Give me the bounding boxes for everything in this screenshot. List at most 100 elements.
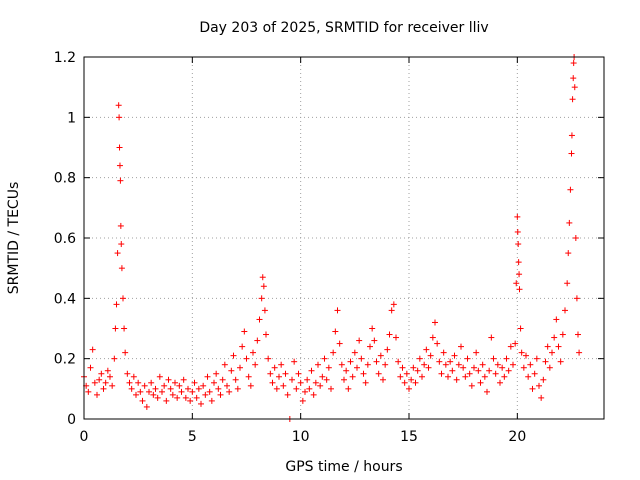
data-point [269,379,276,386]
data-point [133,391,139,398]
data-point [406,385,412,392]
data-point [571,84,578,91]
y-axis-ticks: 0 0.2 0.4 0.6 0.8 1 1.2 [54,50,604,428]
data-point [323,376,330,383]
data-point [230,352,237,359]
data-point [565,250,572,257]
data-point [540,376,547,383]
data-point [85,388,92,395]
data-point [471,364,477,371]
data-point [429,334,436,341]
data-point [414,367,421,374]
data-point [570,60,577,67]
data-point [263,331,269,338]
data-point [421,361,428,368]
data-point [330,349,337,356]
data-point [466,370,473,377]
x-tick-label: 5 [188,429,197,445]
data-point [553,316,560,323]
data-point [408,376,415,383]
data-point [527,361,534,368]
data-point [449,367,456,374]
data-point [215,385,222,392]
data-point [525,373,532,380]
data-point [167,385,174,392]
data-point [464,355,471,362]
data-point [118,265,125,272]
data-point [458,343,464,350]
data-point [334,307,341,314]
data-point [104,367,111,374]
data-point [169,391,176,398]
data-point [468,382,475,389]
data-point [291,358,298,365]
data-point [427,352,434,359]
data-point [295,370,302,377]
data-point [202,391,209,398]
data-point [568,132,575,139]
data-point [213,370,220,377]
y-tick-label: 0.6 [54,231,76,247]
data-point [488,334,495,341]
data-point [273,385,280,392]
data-point [512,340,519,347]
data-point [523,352,529,359]
data-point [112,325,119,332]
data-point [310,391,317,398]
data-point [455,361,462,368]
data-point [267,370,274,377]
data-point [566,219,573,226]
data-point [445,373,451,380]
data-point [221,361,228,368]
data-point [572,235,579,241]
data-point [384,346,391,353]
data-point [567,186,574,193]
data-point [397,373,404,380]
data-point [302,388,308,395]
data-point [499,364,506,371]
data-point [562,307,568,314]
data-point [120,295,126,302]
data-point [505,367,512,374]
data-point [568,150,575,157]
data-point [440,349,447,356]
data-point [211,379,217,386]
data-point [401,379,408,386]
y-tick-label: 1.2 [54,50,76,66]
data-point [576,349,583,356]
data-point [141,382,148,389]
data-point [247,382,254,389]
data-point [538,394,545,401]
data-point [358,355,365,362]
data-point [156,373,163,380]
data-point [278,361,285,368]
data-point [143,403,150,410]
data-point [371,337,378,344]
data-point [360,370,367,377]
data-point [386,331,393,338]
data-point [479,361,486,368]
data-point [282,370,289,377]
data-point [416,355,423,362]
data-point [345,385,352,392]
data-point [328,385,334,392]
data-point [148,379,155,386]
data-point [219,376,226,383]
data-point [536,382,542,389]
data-point [390,301,397,308]
data-point [338,361,345,368]
data-point [128,385,135,392]
data-point [189,388,196,395]
data-point [280,382,287,389]
data-point [369,325,376,332]
data-point [159,388,165,395]
data-point [564,280,571,287]
data-point [484,388,490,395]
data-point [228,367,235,374]
data-point [271,364,278,371]
x-tick-label: 20 [508,429,526,445]
data-point [514,228,521,235]
data-point [234,385,241,392]
data-point [109,382,116,389]
